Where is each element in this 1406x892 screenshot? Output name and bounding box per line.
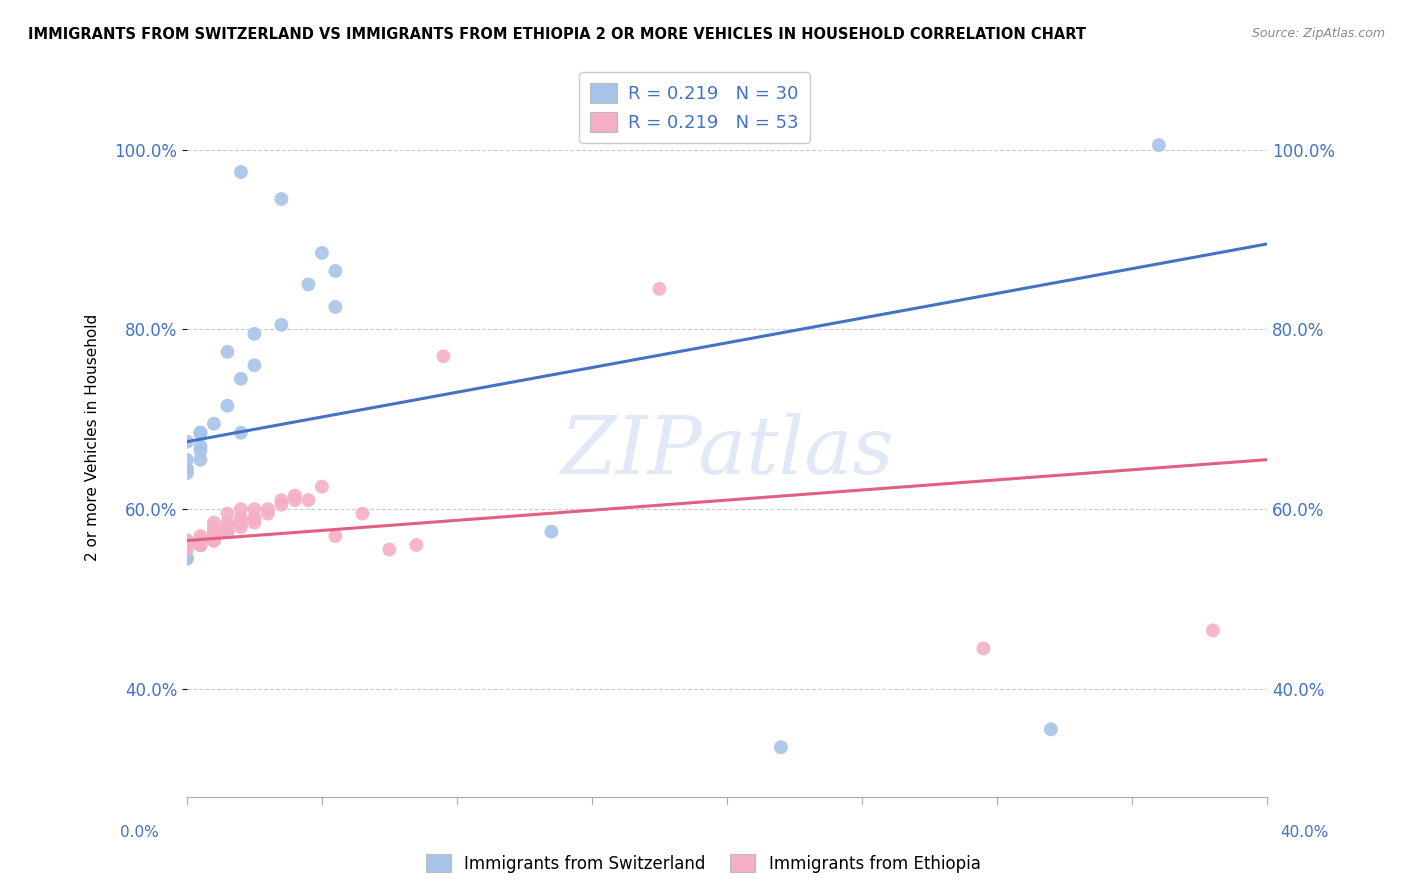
Point xyxy=(176,466,198,480)
Point xyxy=(325,264,347,278)
Point xyxy=(352,507,374,521)
Point xyxy=(270,493,292,508)
Legend: Immigrants from Switzerland, Immigrants from Ethiopia: Immigrants from Switzerland, Immigrants … xyxy=(419,847,987,880)
Point xyxy=(202,533,225,548)
Point xyxy=(217,520,239,534)
Point xyxy=(229,372,252,386)
Point xyxy=(176,551,198,566)
Point xyxy=(540,524,562,539)
Point xyxy=(243,511,266,525)
Point xyxy=(217,344,239,359)
Point xyxy=(202,516,225,530)
Text: ZIPatlas: ZIPatlas xyxy=(560,413,894,491)
Point xyxy=(229,511,252,525)
Point xyxy=(217,399,239,413)
Point xyxy=(190,533,212,548)
Point xyxy=(217,520,239,534)
Point xyxy=(311,246,333,260)
Point xyxy=(190,529,212,543)
Point xyxy=(229,425,252,440)
Point xyxy=(190,443,212,458)
Point xyxy=(190,538,212,552)
Point xyxy=(217,524,239,539)
Point xyxy=(243,511,266,525)
Text: 0.0%: 0.0% xyxy=(120,825,159,840)
Point xyxy=(176,551,198,566)
Point xyxy=(257,502,280,516)
Point xyxy=(190,452,212,467)
Point xyxy=(270,318,292,332)
Point xyxy=(217,516,239,530)
Point xyxy=(176,533,198,548)
Point xyxy=(202,533,225,548)
Point xyxy=(176,542,198,557)
Point xyxy=(217,524,239,539)
Point xyxy=(1202,624,1225,638)
Point xyxy=(325,529,347,543)
Text: IMMIGRANTS FROM SWITZERLAND VS IMMIGRANTS FROM ETHIOPIA 2 OR MORE VEHICLES IN HO: IMMIGRANTS FROM SWITZERLAND VS IMMIGRANT… xyxy=(28,27,1085,42)
Point xyxy=(176,434,198,449)
Point xyxy=(325,300,347,314)
Point xyxy=(270,498,292,512)
Point xyxy=(217,524,239,539)
Point xyxy=(229,516,252,530)
Point xyxy=(217,524,239,539)
Point xyxy=(202,520,225,534)
Point xyxy=(202,524,225,539)
Point xyxy=(217,507,239,521)
Point xyxy=(243,502,266,516)
Point xyxy=(243,326,266,341)
Point xyxy=(190,538,212,552)
Point xyxy=(405,538,427,552)
Point xyxy=(202,529,225,543)
Point xyxy=(202,533,225,548)
Point xyxy=(972,641,994,656)
Point xyxy=(229,520,252,534)
Point xyxy=(190,538,212,552)
Point xyxy=(190,439,212,453)
Point xyxy=(229,502,252,516)
Point xyxy=(229,165,252,179)
Point xyxy=(190,425,212,440)
Point xyxy=(284,489,307,503)
Point xyxy=(176,533,198,548)
Point xyxy=(257,507,280,521)
Point xyxy=(176,452,198,467)
Legend: R = 0.219   N = 30, R = 0.219   N = 53: R = 0.219 N = 30, R = 0.219 N = 53 xyxy=(579,72,810,143)
Text: Source: ZipAtlas.com: Source: ZipAtlas.com xyxy=(1251,27,1385,40)
Point xyxy=(284,493,307,508)
Point xyxy=(190,425,212,440)
Point xyxy=(190,533,212,548)
Point xyxy=(432,349,454,363)
Point xyxy=(297,493,319,508)
Point xyxy=(202,529,225,543)
Point xyxy=(176,461,198,475)
Point xyxy=(311,480,333,494)
Point xyxy=(1147,138,1170,153)
Point xyxy=(297,277,319,292)
Point xyxy=(229,516,252,530)
Point xyxy=(270,192,292,206)
Point xyxy=(176,538,198,552)
Point xyxy=(190,533,212,548)
Point xyxy=(243,516,266,530)
Point xyxy=(378,542,401,557)
Point xyxy=(202,417,225,431)
Text: 40.0%: 40.0% xyxy=(1281,825,1329,840)
Y-axis label: 2 or more Vehicles in Household: 2 or more Vehicles in Household xyxy=(86,314,100,561)
Point xyxy=(243,359,266,373)
Point xyxy=(190,533,212,548)
Point xyxy=(1039,723,1062,737)
Point xyxy=(769,740,792,755)
Point xyxy=(202,524,225,539)
Point xyxy=(648,282,671,296)
